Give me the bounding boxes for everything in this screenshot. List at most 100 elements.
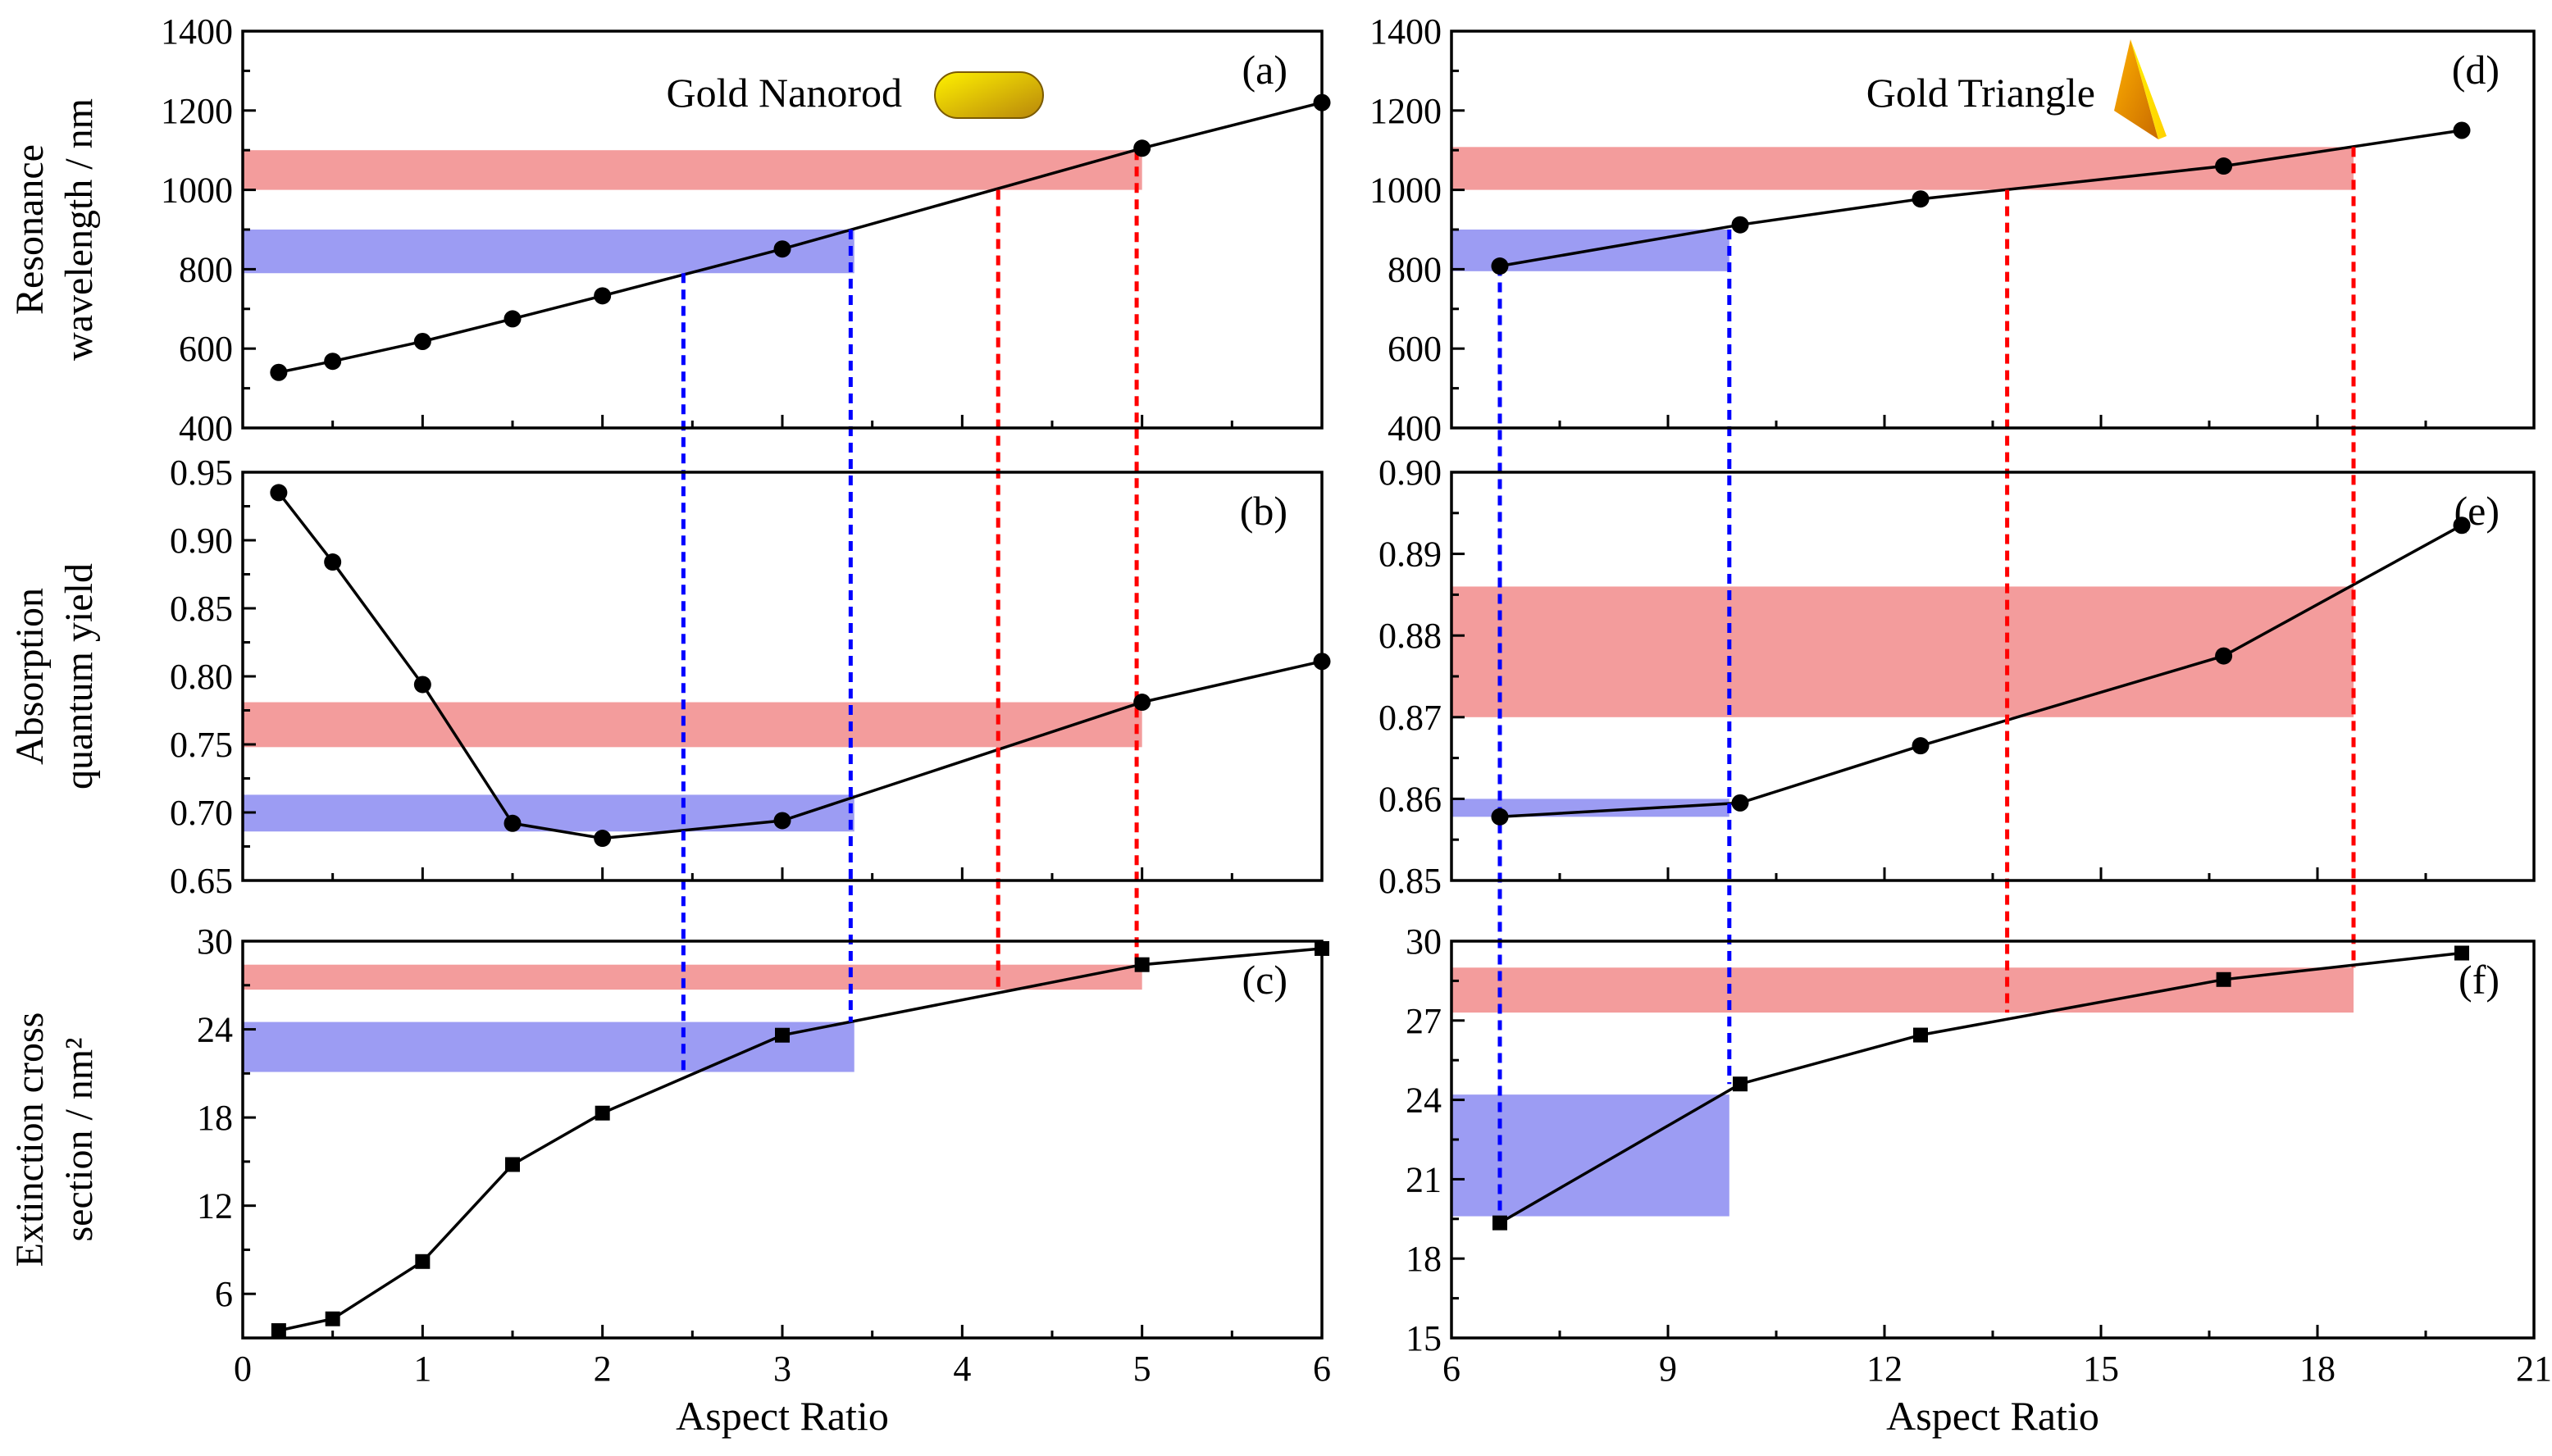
y-tick-label-d: 1400 (1369, 11, 1442, 52)
data-point-a (270, 363, 288, 381)
y-tick-label-d: 1200 (1369, 91, 1442, 131)
highlight-bands (243, 147, 2354, 1217)
y-tick-label-c: 24 (197, 1010, 233, 1050)
data-point-c (325, 1311, 340, 1326)
x-tick-label-f: 6 (1442, 1349, 1461, 1389)
panel-label-e: (e) (2454, 488, 2500, 534)
triangle-prism-icon (2114, 39, 2167, 139)
data-point-e (2215, 647, 2233, 665)
y-tick-label-f: 15 (1406, 1318, 1442, 1358)
data-point-c (1134, 957, 1150, 972)
data-point-b (773, 812, 791, 830)
y-tick-label-d: 800 (1388, 249, 1442, 289)
data-point-c (505, 1157, 520, 1172)
x-tick-label-f: 18 (2299, 1349, 2336, 1389)
data-point-d (1912, 190, 1930, 208)
series-line-c (278, 947, 1323, 1332)
panel-label-c: (c) (1242, 957, 1288, 1003)
y-tick-label-b: 0.95 (170, 453, 233, 493)
y-tick-label-e: 0.86 (1379, 779, 1442, 819)
y-tick-label-a: 800 (179, 249, 233, 289)
y-tick-label-f: 24 (1406, 1081, 1442, 1121)
y-axis-label-a: Resonance (8, 144, 52, 315)
data-point-c (415, 1254, 431, 1269)
x-tick-label-c: 5 (1133, 1349, 1151, 1389)
y-tick-label-f: 18 (1406, 1239, 1442, 1279)
data-point-b (324, 553, 342, 571)
y-tick-label-f: 27 (1406, 1001, 1442, 1041)
data-point-a (1133, 139, 1151, 157)
band-red-f (1451, 967, 2354, 1013)
band-red-b (243, 702, 1142, 748)
y-tick-label-c: 12 (197, 1186, 233, 1226)
data-point-a (594, 287, 612, 305)
y-tick-label-d: 1000 (1369, 171, 1442, 211)
y-tick-label-b: 0.65 (170, 861, 233, 901)
y-tick-label-e: 0.90 (1379, 453, 1442, 493)
data-point-a (504, 310, 522, 328)
data-point-e (1731, 794, 1749, 812)
data-point-a (413, 332, 431, 350)
data-point-f (1492, 1215, 1507, 1231)
y-tick-label-a: 1200 (161, 91, 233, 131)
data-point-f (2454, 945, 2469, 961)
x-tick-label-c: 4 (953, 1349, 971, 1389)
labels: 400 600 800 1000 1200 1400 Resonance wavelength… (8, 11, 2552, 1439)
y-tick-label-a: 1400 (161, 11, 233, 52)
data-point-b (504, 814, 522, 832)
y-axis-label-a: wavelength / nm (57, 98, 101, 361)
panel-label-d: (d) (2452, 47, 2500, 93)
y-tick-label-d: 400 (1388, 408, 1442, 448)
axes (241, 30, 2536, 1340)
band-blue-a (243, 230, 854, 274)
data-point-a (773, 240, 791, 258)
y-axis-label-b: quantum yield (57, 563, 101, 789)
band-red-c (243, 964, 1142, 990)
y-tick-label-b: 0.85 (170, 589, 233, 629)
data-point-f (1913, 1027, 1928, 1043)
data-point-c (595, 1105, 610, 1121)
data-point-b (413, 676, 431, 694)
data-markers (270, 93, 2471, 1339)
y-axis-label-c: section / nm² (57, 1037, 101, 1241)
x-tick-label-f: 21 (2516, 1349, 2552, 1389)
data-point-a (324, 353, 342, 371)
x-tick-label-c: 6 (1313, 1349, 1331, 1389)
y-tick-label-e: 0.87 (1379, 698, 1442, 738)
data-point-d (2215, 157, 2233, 175)
nanorod-icon (934, 71, 1044, 119)
y-tick-label-b: 0.80 (170, 657, 233, 697)
x-tick-label-f: 15 (2083, 1349, 2119, 1389)
band-red-e (1451, 586, 2354, 717)
y-tick-label-f: 21 (1406, 1159, 1442, 1199)
data-point-c (775, 1027, 790, 1043)
data-point-b (594, 830, 612, 848)
band-red-a (243, 150, 1142, 190)
data-point-f (1733, 1076, 1748, 1092)
plot-frame-c (241, 940, 1324, 1340)
y-tick-label-b: 0.90 (170, 521, 233, 561)
x-tick-label-c: 1 (413, 1349, 431, 1389)
panel-label-f: (f) (2459, 957, 2500, 1003)
y-tick-label-d: 600 (1388, 329, 1442, 369)
y-tick-label-c: 6 (215, 1274, 233, 1314)
y-tick-label-c: 30 (197, 921, 233, 962)
x-tick-label-f: 9 (1659, 1349, 1677, 1389)
x-tick-label-c: 0 (234, 1349, 252, 1389)
annotation-a: Gold Nanorod (667, 70, 902, 116)
data-point-d (2453, 121, 2471, 139)
band-blue-c (243, 1021, 854, 1072)
y-tick-label-b: 0.75 (170, 725, 233, 765)
y-tick-label-e: 0.88 (1379, 616, 1442, 656)
y-axis-label-c: Extinction cross (8, 1012, 52, 1267)
y-tick-label-e: 0.85 (1379, 861, 1442, 901)
x-tick-label-c: 3 (773, 1349, 791, 1389)
y-axis-label-b: Absorption (8, 588, 52, 765)
series-line-b (277, 491, 1323, 840)
panel-label-a: (a) (1242, 47, 1288, 93)
y-tick-label-c: 18 (197, 1098, 233, 1138)
data-point-c (271, 1323, 286, 1339)
y-tick-label-a: 1000 (161, 171, 233, 211)
x-axis-label-c: Aspect Ratio (676, 1393, 889, 1439)
